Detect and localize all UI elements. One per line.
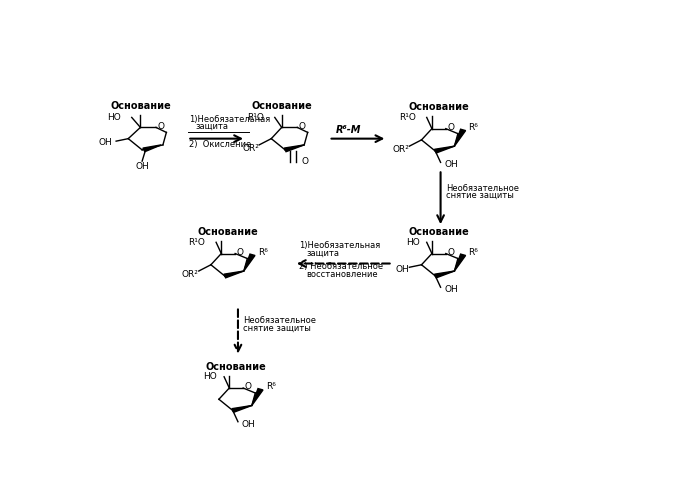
Text: Основание: Основание (251, 101, 312, 111)
Text: OH: OH (241, 420, 255, 429)
Text: R⁶: R⁶ (258, 248, 268, 257)
Text: 2) Необязательное: 2) Необязательное (299, 262, 383, 271)
Text: R⁶: R⁶ (469, 123, 478, 132)
Text: OH: OH (136, 162, 149, 171)
Text: Необязательное: Необязательное (244, 316, 316, 325)
Text: Основание: Основание (409, 228, 469, 238)
Text: восстановление: восстановление (306, 269, 378, 278)
Text: O: O (447, 248, 455, 257)
Text: OH: OH (396, 265, 409, 274)
Text: Необязательное: Необязательное (446, 184, 519, 193)
Text: R¹O: R¹O (399, 113, 416, 122)
Text: HO: HO (406, 238, 420, 247)
Text: 1)Необязательная: 1)Необязательная (299, 241, 380, 250)
Polygon shape (434, 146, 455, 153)
Text: O: O (301, 157, 309, 166)
Text: R⁶: R⁶ (469, 248, 478, 257)
Text: 2)  Окисление: 2) Окисление (189, 141, 251, 150)
Text: O: O (237, 248, 244, 257)
Polygon shape (455, 129, 466, 146)
Text: снятие защиты: снятие защиты (446, 191, 514, 200)
Polygon shape (143, 145, 161, 152)
Text: Основание: Основание (110, 101, 171, 111)
Polygon shape (244, 254, 255, 271)
Text: Основание: Основание (409, 102, 469, 112)
Text: OH: OH (99, 138, 113, 147)
Text: O: O (158, 122, 164, 131)
Text: OR²: OR² (242, 144, 259, 153)
Text: OH: OH (444, 160, 458, 169)
Text: защита: защита (195, 122, 228, 131)
Text: OH: OH (444, 285, 458, 294)
Text: OR²: OR² (182, 270, 199, 279)
Polygon shape (252, 389, 263, 406)
Polygon shape (434, 271, 455, 278)
Text: R⁶: R⁶ (266, 382, 276, 391)
Text: защита: защита (306, 249, 339, 257)
Text: O: O (245, 382, 252, 391)
Polygon shape (455, 254, 466, 271)
Polygon shape (232, 406, 252, 412)
Text: HO: HO (107, 113, 121, 122)
Polygon shape (284, 145, 304, 152)
Text: O: O (447, 123, 455, 132)
Text: 1)Необязательная: 1)Необязательная (189, 115, 270, 124)
Text: R¹O: R¹O (247, 113, 264, 122)
Text: OR²: OR² (392, 145, 409, 154)
Text: снятие защиты: снятие защиты (244, 323, 311, 332)
Text: R¹O: R¹O (189, 238, 206, 247)
Text: HO: HO (204, 372, 217, 381)
Text: R⁶-M: R⁶-M (336, 125, 361, 135)
Polygon shape (224, 271, 244, 278)
Text: O: O (299, 122, 306, 131)
Text: Основание: Основание (198, 228, 259, 238)
Text: Основание: Основание (206, 362, 267, 372)
